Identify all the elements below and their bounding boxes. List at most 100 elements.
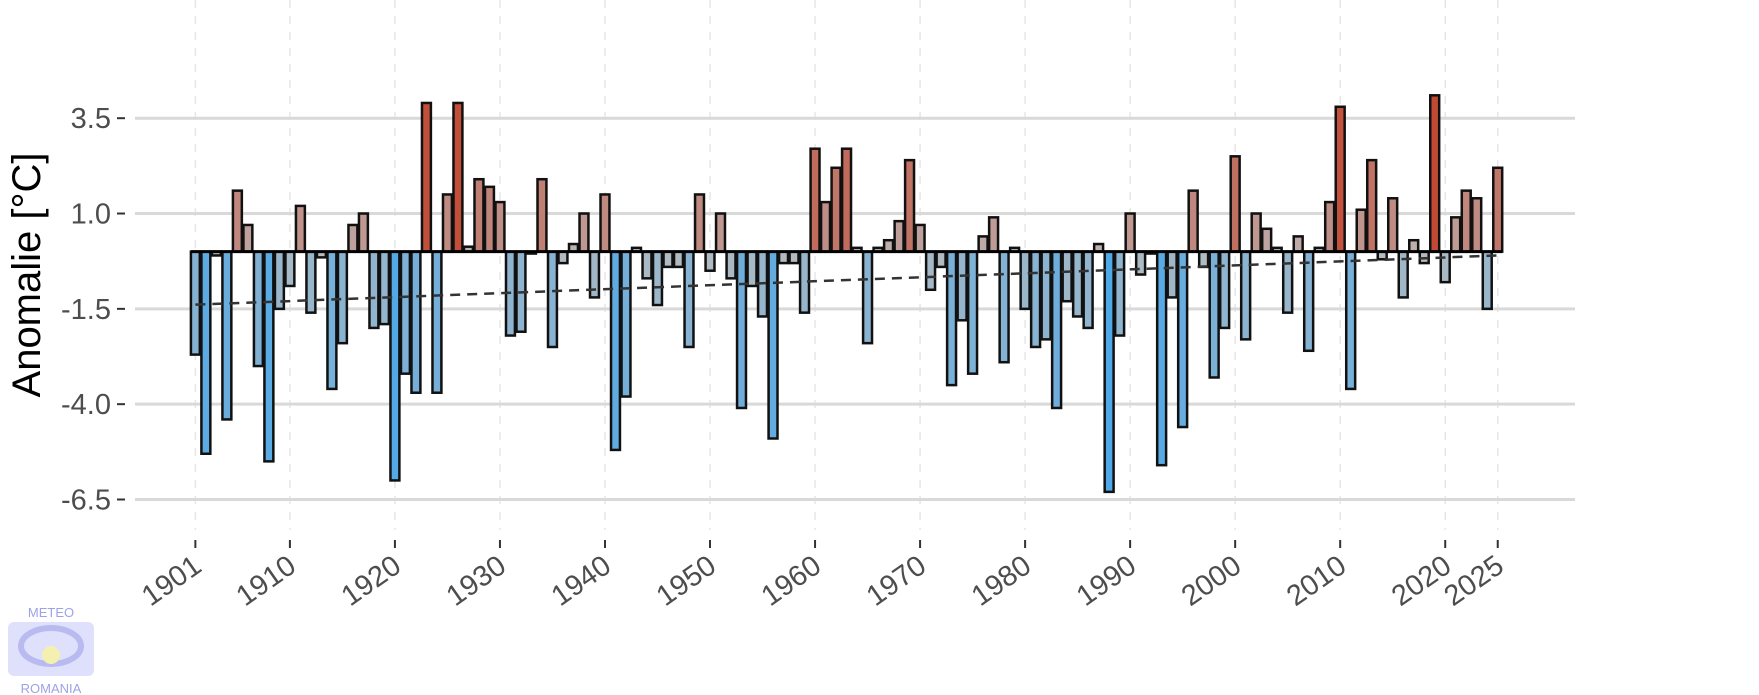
- bar: [809, 147, 821, 253]
- x-tick-label: 2010: [1281, 550, 1352, 613]
- x-tick-label: 1960: [756, 550, 827, 613]
- x-tick-label: 1920: [336, 550, 407, 613]
- bar: [368, 250, 380, 330]
- bar: [767, 250, 779, 440]
- bar: [1460, 189, 1472, 253]
- bar: [1471, 197, 1483, 253]
- bar: [935, 250, 947, 269]
- bar: [1166, 250, 1178, 299]
- bar: [305, 250, 317, 314]
- bar: [725, 250, 737, 280]
- bar: [651, 250, 664, 307]
- bar: [840, 147, 853, 253]
- bar: [599, 193, 611, 253]
- bar: [494, 200, 506, 253]
- x-tick-label: 1910: [231, 550, 302, 613]
- bar: [452, 101, 464, 253]
- bar: [221, 250, 233, 421]
- bar: [1208, 250, 1220, 379]
- logo: METEO ROMANIA: [8, 605, 94, 695]
- x-tick-label: 1970: [861, 550, 932, 613]
- bar: [693, 193, 706, 253]
- logo-sun: [42, 646, 60, 664]
- bar: [431, 250, 443, 394]
- y-tick-label: -4.0: [61, 389, 111, 421]
- bar: [399, 250, 412, 375]
- bar: [1323, 200, 1336, 253]
- bar: [231, 189, 244, 253]
- bar: [546, 250, 559, 349]
- logo-top: METEO: [28, 605, 74, 620]
- bar: [242, 223, 254, 253]
- bar: [1386, 197, 1399, 253]
- x-tick-label: 1901: [136, 550, 207, 613]
- y-tick-label: 1.0: [71, 199, 111, 231]
- bar: [662, 250, 674, 269]
- y-tick-label: -6.5: [61, 484, 111, 516]
- bar: [420, 101, 433, 253]
- bar: [1113, 250, 1126, 337]
- bar: [1187, 189, 1199, 253]
- bar: [284, 250, 296, 288]
- bar: [1250, 212, 1262, 253]
- bar: [1260, 227, 1273, 253]
- bar: [189, 250, 202, 356]
- bar: [1229, 155, 1241, 253]
- y-tick-label: 3.5: [71, 103, 111, 135]
- bar: [336, 250, 349, 345]
- bar: [1082, 250, 1094, 330]
- bar: [578, 212, 590, 253]
- y-axis-label: Anomalie [°C]: [5, 153, 49, 398]
- x-tick-label: 2000: [1176, 550, 1247, 613]
- bar: [1176, 250, 1189, 429]
- bar: [945, 250, 958, 387]
- bar: [1334, 105, 1346, 253]
- bar: [1124, 212, 1136, 253]
- bar: [987, 216, 1000, 253]
- bar: [1050, 250, 1063, 410]
- bar: [1481, 250, 1493, 311]
- bar: [830, 166, 842, 253]
- bar: [704, 250, 716, 272]
- bar: [1071, 250, 1084, 318]
- bar: [1103, 250, 1115, 494]
- bar: [1344, 250, 1357, 391]
- bar: [347, 223, 359, 253]
- bar: [294, 204, 307, 253]
- bar: [1218, 250, 1231, 330]
- bar: [641, 250, 653, 280]
- bar: [1040, 250, 1052, 341]
- bar: [557, 250, 569, 265]
- trend-line: [195, 254, 1498, 306]
- bar: [1355, 208, 1367, 253]
- bar: [1292, 235, 1304, 253]
- x-tick-label: 1940: [546, 550, 617, 613]
- bar: [1281, 250, 1294, 314]
- bar: [1365, 158, 1378, 253]
- bar: [483, 185, 496, 253]
- bar: [1407, 238, 1420, 253]
- bar: [777, 250, 790, 265]
- bar: [956, 250, 968, 322]
- bar: [966, 250, 979, 375]
- bar: [1019, 250, 1031, 311]
- bar: [378, 250, 391, 326]
- x-tick-label: 1950: [651, 550, 722, 613]
- bar: [903, 158, 916, 253]
- bar: [263, 250, 275, 463]
- x-tick-label: 2025: [1439, 550, 1510, 613]
- bar: [1197, 250, 1210, 269]
- bar: [893, 219, 905, 253]
- y-tick-label: -1.5: [61, 294, 111, 326]
- bar: [410, 250, 422, 394]
- bar: [998, 250, 1010, 364]
- logo-bottom: ROMANIA: [21, 681, 82, 695]
- bar: [819, 200, 832, 253]
- bar: [977, 235, 989, 253]
- bar: [389, 250, 401, 482]
- bar: [1155, 250, 1168, 467]
- bar: [861, 250, 874, 345]
- bar: [1429, 94, 1441, 253]
